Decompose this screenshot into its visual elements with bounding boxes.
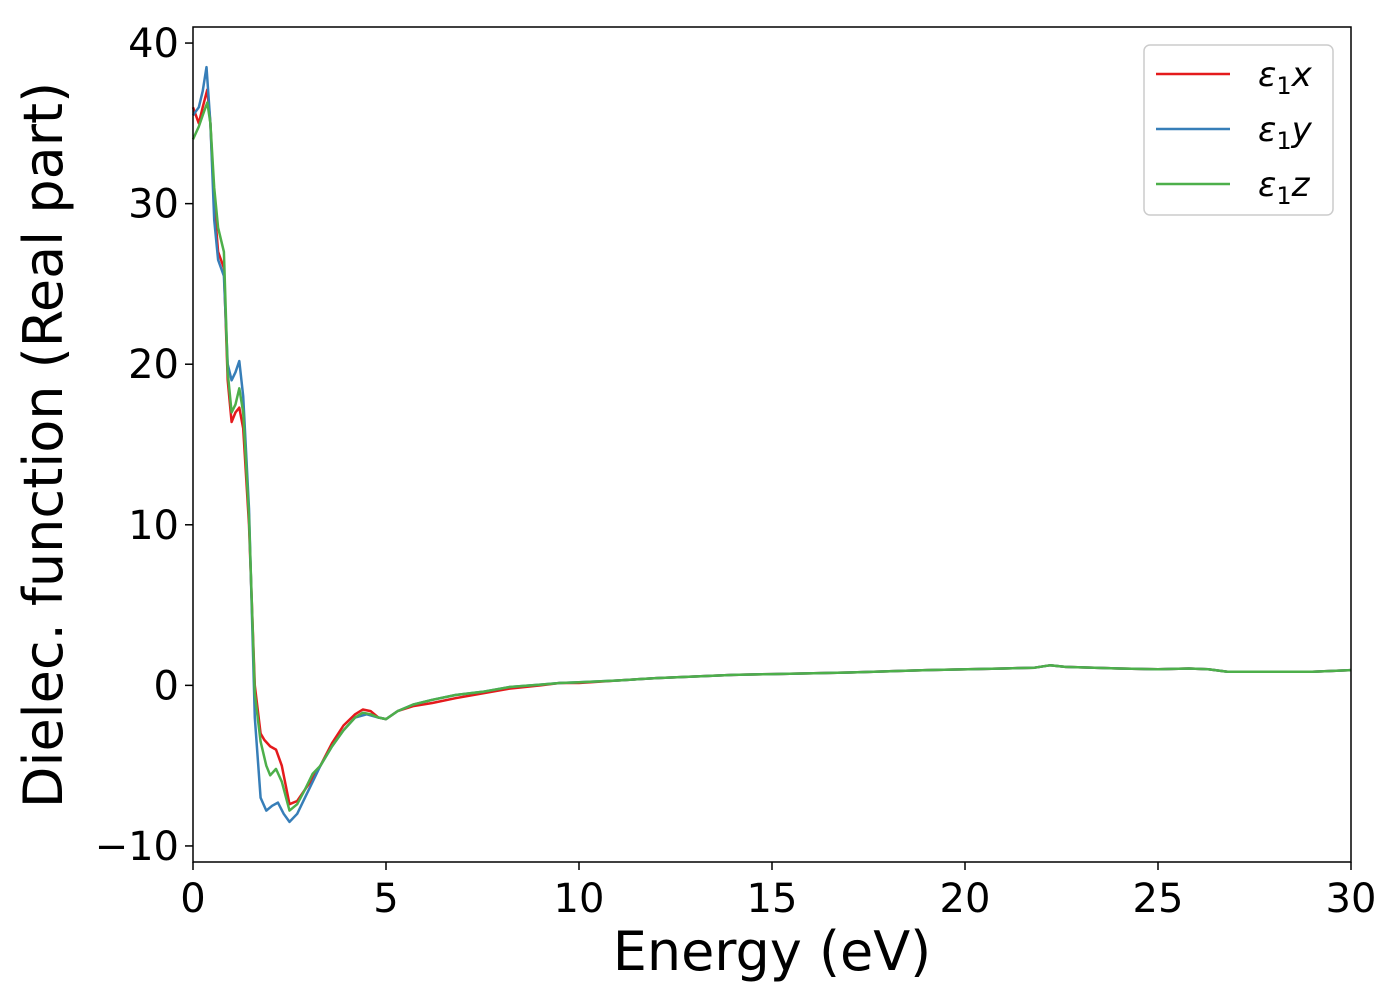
legend-entries: ε1x ε1y ε1z (1156, 55, 1313, 210)
y-tick-label: 0 (154, 663, 179, 709)
legend-box (1143, 44, 1334, 216)
x-tick-label: 10 (554, 876, 605, 922)
series-layer (191, 65, 1352, 824)
y-axis-label: Dielec. function (Real part) (12, 82, 75, 808)
series-line-3 (191, 101, 1352, 812)
y-axis: −10 0 10 20 30 40 (95, 21, 193, 870)
y-tick-label: −10 (95, 824, 179, 870)
y-tick-label: 10 (128, 503, 179, 549)
legend: ε1x ε1y ε1z (1143, 44, 1334, 216)
y-tick-label: 30 (128, 182, 179, 228)
x-axis: 0 5 10 15 20 25 30 (180, 862, 1376, 922)
x-tick-label: 30 (1326, 876, 1377, 922)
legend-label-2: ε1y (1258, 110, 1313, 155)
x-axis-label: Energy (eV) (613, 920, 932, 983)
x-tick-label: 5 (373, 876, 398, 922)
y-tick-label: 40 (128, 21, 179, 67)
x-tick-label: 15 (747, 876, 798, 922)
legend-label-1: ε1x (1258, 55, 1313, 100)
x-tick-label: 0 (180, 876, 205, 922)
x-tick-label: 20 (940, 876, 991, 922)
x-tick-label: 25 (1133, 876, 1184, 922)
legend-label-3: ε1z (1258, 165, 1311, 210)
y-tick-label: 20 (128, 342, 179, 388)
